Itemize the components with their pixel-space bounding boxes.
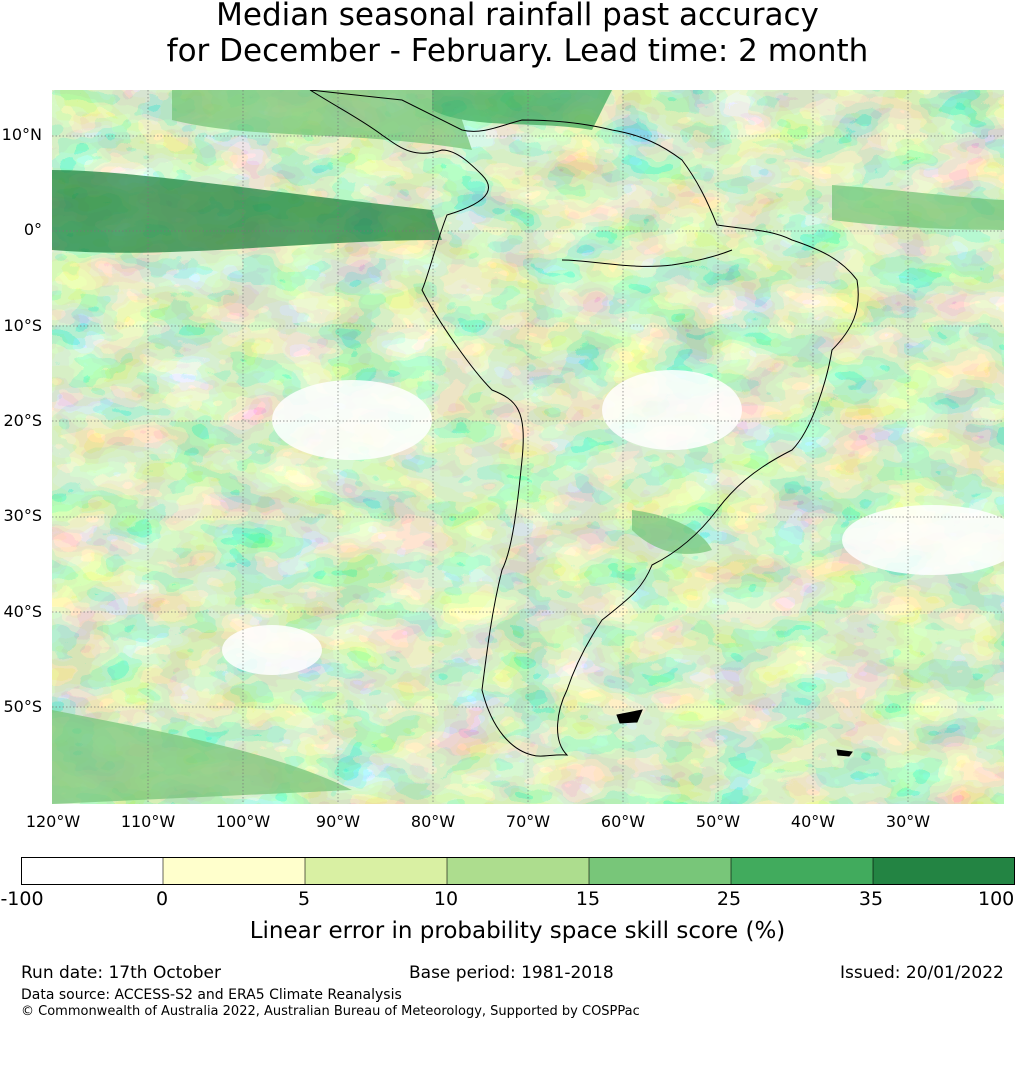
lon-label: 90°W <box>315 812 361 831</box>
lon-label: 120°W <box>25 812 81 831</box>
lon-label: 50°W <box>695 812 741 831</box>
colorbar-tick: 0 <box>155 888 169 910</box>
lon-label: 60°W <box>600 812 646 831</box>
colorbar-cell <box>730 857 874 885</box>
copyright: © Commonwealth of Australia 2022, Austra… <box>21 1004 640 1019</box>
skill-score-map <box>52 90 1004 804</box>
colorbar-cell <box>162 857 306 885</box>
lat-label: 10°S <box>3 316 42 335</box>
lat-label: 30°S <box>3 506 42 525</box>
lake-outline <box>561 249 733 267</box>
issued-date: Issued: 20/01/2022 <box>840 963 1004 983</box>
colorbar-tick: 100 <box>978 888 1015 910</box>
colorbar-title: Linear error in probability space skill … <box>249 918 786 944</box>
lon-label: 30°W <box>885 812 931 831</box>
map-title-line2: for December - February. Lead time: 2 mo… <box>166 33 869 69</box>
map-gridlines <box>52 90 1004 804</box>
island-outline <box>616 709 643 724</box>
colorbar-cell <box>872 857 1015 885</box>
lat-label: 20°S <box>3 411 42 430</box>
colorbar-tick: -100 <box>0 888 44 910</box>
lon-label: 100°W <box>215 812 271 831</box>
lat-label: 50°S <box>3 697 42 716</box>
colorbar-tick: 35 <box>858 888 884 910</box>
data-source: Data source: ACCESS-S2 and ERA5 Climate … <box>21 987 402 1003</box>
south-america-coastline <box>309 90 859 757</box>
low-skill-zones <box>222 370 1004 675</box>
colorbar-cell <box>21 857 164 885</box>
colorbar <box>21 857 1015 885</box>
lat-label: 10°N <box>1 125 42 144</box>
colorbar-tick: 10 <box>433 888 459 910</box>
base-period: Base period: 1981-2018 <box>409 963 614 983</box>
colorbar-tick: 5 <box>297 888 311 910</box>
colorbar-tick: 25 <box>716 888 742 910</box>
colorbar-cell <box>588 857 732 885</box>
colorbar-cell <box>304 857 448 885</box>
run-date: Run date: 17th October <box>21 963 221 983</box>
lon-label: 80°W <box>410 812 456 831</box>
colorbar-cell <box>446 857 590 885</box>
island-outline <box>836 749 853 757</box>
lat-label: 0° <box>23 220 42 239</box>
colorbar-tick: 15 <box>575 888 601 910</box>
lon-label: 110°W <box>120 812 176 831</box>
high-skill-zones <box>52 90 1004 804</box>
lon-label: 40°W <box>790 812 836 831</box>
map-title-line1: Median seasonal rainfall past accuracy <box>216 0 819 33</box>
lat-label: 40°S <box>3 602 42 621</box>
lon-label: 70°W <box>505 812 551 831</box>
